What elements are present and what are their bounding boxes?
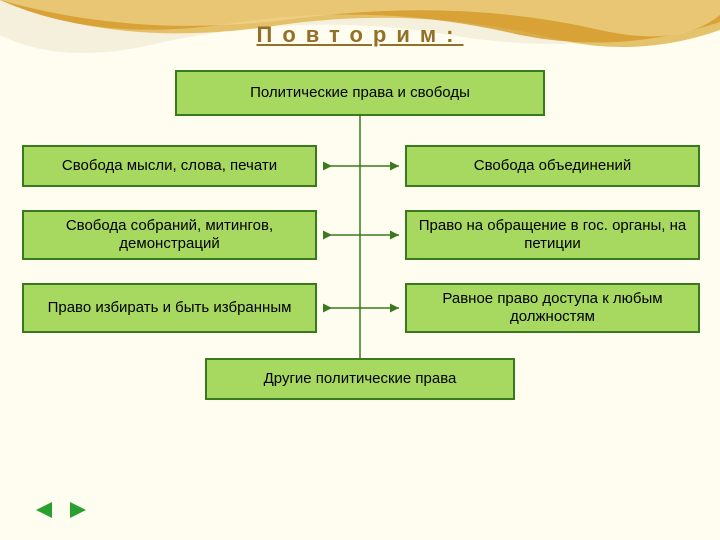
root-box: Политические права и свободы — [175, 70, 545, 116]
right-box-0: Свобода объединений — [405, 145, 700, 187]
left-box-1: Свобода собраний, митингов, демонстраций — [22, 210, 317, 260]
navigation-buttons — [32, 498, 90, 522]
nav-prev-icon[interactable] — [32, 498, 56, 522]
left-box-2: Право избирать и быть избранным — [22, 283, 317, 333]
nav-next-icon[interactable] — [66, 498, 90, 522]
left-box-0: Свобода мысли, слова, печати — [22, 145, 317, 187]
bottom-box: Другие политические права — [205, 358, 515, 400]
right-box-1: Право на обращение в гос. органы, на пет… — [405, 210, 700, 260]
slide-title: Повторим: — [0, 22, 720, 48]
right-box-2: Равное право доступа к любым должностям — [405, 283, 700, 333]
